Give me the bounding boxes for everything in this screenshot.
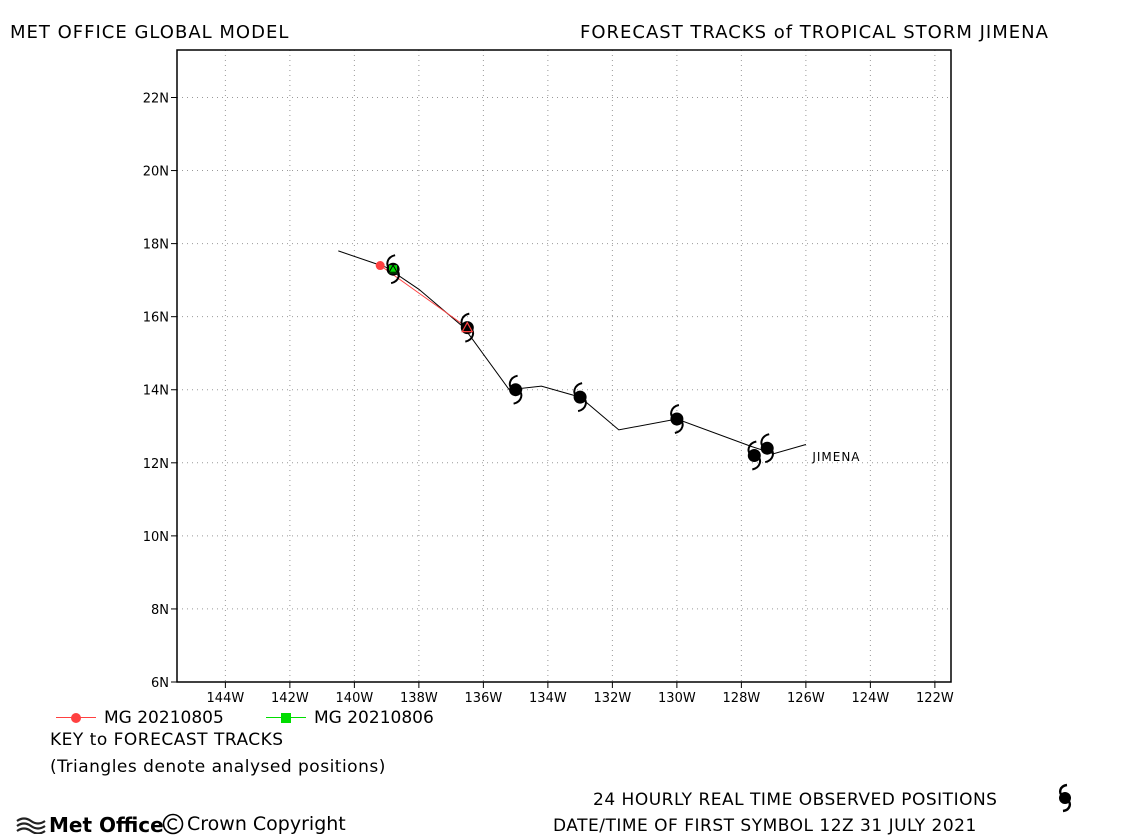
forecast-marker-green-square — [389, 265, 398, 274]
x-tick-label: 138W — [400, 691, 438, 706]
header-chart-title: FORECAST TRACKS of TROPICAL STORM JIMENA — [580, 22, 1049, 43]
hurricane-symbol-icon — [1058, 783, 1072, 813]
copyright-icon — [162, 813, 184, 835]
y-tick-label: 6N — [151, 676, 169, 691]
met-office-logo: Met Office — [16, 813, 164, 837]
x-tick-label: 136W — [465, 691, 503, 706]
legend-label: MG 20210806 — [314, 708, 434, 728]
map-border — [176, 49, 952, 683]
x-tick-label: 142W — [271, 691, 309, 706]
tracks-layer — [338, 250, 807, 455]
map-grid — [177, 50, 951, 682]
x-tick-label: 126W — [787, 691, 825, 706]
legend-green-line-marker — [266, 708, 306, 728]
observed-track-line — [338, 250, 807, 455]
copyright-text: Crown Copyright — [187, 813, 346, 835]
hurricane-symbol — [460, 312, 475, 343]
x-tick-label: 144W — [207, 691, 245, 706]
first-symbol-datetime: DATE/TIME OF FIRST SYMBOL 12Z 31 JULY 20… — [553, 816, 977, 836]
legend-label: MG 20210805 — [104, 708, 224, 728]
y-tick-label: 14N — [143, 384, 169, 399]
crown-copyright: Crown Copyright — [162, 813, 346, 835]
y-tick-label: 20N — [143, 165, 169, 180]
analysed-position-triangle — [388, 264, 398, 273]
x-tick-label: 132W — [594, 691, 632, 706]
y-tick-label: 10N — [143, 530, 169, 545]
y-tick-label: 16N — [143, 311, 169, 326]
forecast-marker-red-circle — [375, 261, 385, 271]
legend-item-mg-20210805: MG 20210805 — [56, 708, 224, 728]
hurricane-symbol — [573, 382, 587, 413]
storm-name-label: JIMENA — [811, 450, 860, 464]
legend-item-mg-20210806: MG 20210806 — [266, 708, 434, 728]
header-model-title: MET OFFICE GLOBAL MODEL — [10, 22, 290, 43]
hurricane-symbol — [747, 440, 762, 471]
y-tick-label: 22N — [143, 91, 169, 106]
hurricane-symbol — [670, 404, 684, 434]
x-tick-label: 124W — [852, 691, 890, 706]
x-tick-label: 128W — [723, 691, 761, 706]
met-office-waves-icon — [16, 817, 46, 834]
analysed-position-triangle — [461, 321, 474, 333]
hurricane-symbol — [760, 433, 774, 464]
legend-note: (Triangles denote analysed positions) — [50, 757, 386, 777]
legend-red-line-marker — [56, 708, 96, 728]
x-tick-label: 130W — [658, 691, 696, 706]
x-tick-label: 134W — [529, 691, 567, 706]
x-tick-label: 122W — [916, 691, 954, 706]
observed-positions-text: 24 HOURLY REAL TIME OBSERVED POSITIONS — [593, 790, 998, 810]
x-axis-ticks: 144W 142W 140W 138W 136W 134W 132W 130W 128W 126W… — [207, 682, 954, 706]
map-frame — [176, 49, 952, 683]
storm-labels: JIMENA — [811, 450, 860, 464]
forecast-track-line — [379, 265, 468, 329]
y-axis-ticks: 6N 8N 10N 12N 14N 16N 18N 20N 22N — [143, 91, 177, 691]
y-tick-label: 18N — [143, 238, 169, 253]
y-tick-label: 12N — [143, 457, 169, 472]
hurricane-symbol — [508, 374, 523, 405]
x-tick-label: 140W — [336, 691, 374, 706]
storm-symbols — [375, 254, 774, 471]
y-tick-label: 8N — [151, 603, 169, 618]
met-office-brand: Met Office — [49, 813, 164, 837]
legend-key-title: KEY to FORECAST TRACKS — [50, 730, 284, 750]
